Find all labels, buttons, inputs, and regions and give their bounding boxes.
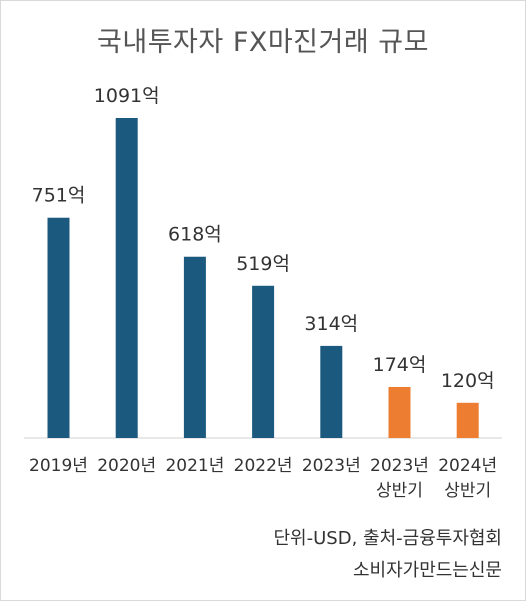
data-label-4: 314억 bbox=[304, 313, 358, 335]
x-tick-label-3: 2022년 bbox=[234, 456, 293, 476]
chart-title: 국내투자자 FX마진거래 규모 bbox=[97, 27, 429, 58]
x-tick-label-5-line0: 2023년 bbox=[370, 456, 429, 476]
data-label-1: 1091억 bbox=[94, 85, 160, 107]
publisher-credit: 소비자가만드는신문 bbox=[352, 560, 502, 581]
bar-2 bbox=[183, 256, 206, 438]
bar-5 bbox=[388, 386, 411, 438]
x-tick-label-0: 2019년 bbox=[29, 456, 88, 476]
x-tick-label-5-line1: 상반기 bbox=[376, 481, 423, 501]
bar-4 bbox=[320, 345, 343, 438]
data-labels-group: 751억 1091억 618억 519억 314억 174억 120억 bbox=[32, 85, 495, 392]
bar-1 bbox=[115, 118, 138, 438]
x-tick-label-2: 2021년 bbox=[165, 456, 224, 476]
data-label-3: 519억 bbox=[236, 253, 290, 275]
unit-source-note: 단위-USD, 출처-금융투자협회 bbox=[273, 528, 503, 549]
data-label-0: 751억 bbox=[32, 185, 86, 207]
bar-6 bbox=[456, 402, 479, 438]
x-tick-label-4: 2023년 bbox=[302, 456, 361, 476]
x-tick-label-1: 2020년 bbox=[97, 456, 156, 476]
bars-group bbox=[47, 118, 479, 438]
data-label-6: 120억 bbox=[441, 370, 495, 392]
x-tick-label-6-line1: 상반기 bbox=[444, 481, 491, 501]
data-label-5: 174억 bbox=[373, 354, 427, 376]
data-label-2: 618억 bbox=[168, 224, 222, 246]
x-tick-label-6-line0: 2024년 bbox=[438, 456, 497, 476]
bar-0 bbox=[47, 217, 70, 438]
bar-3 bbox=[252, 285, 275, 438]
